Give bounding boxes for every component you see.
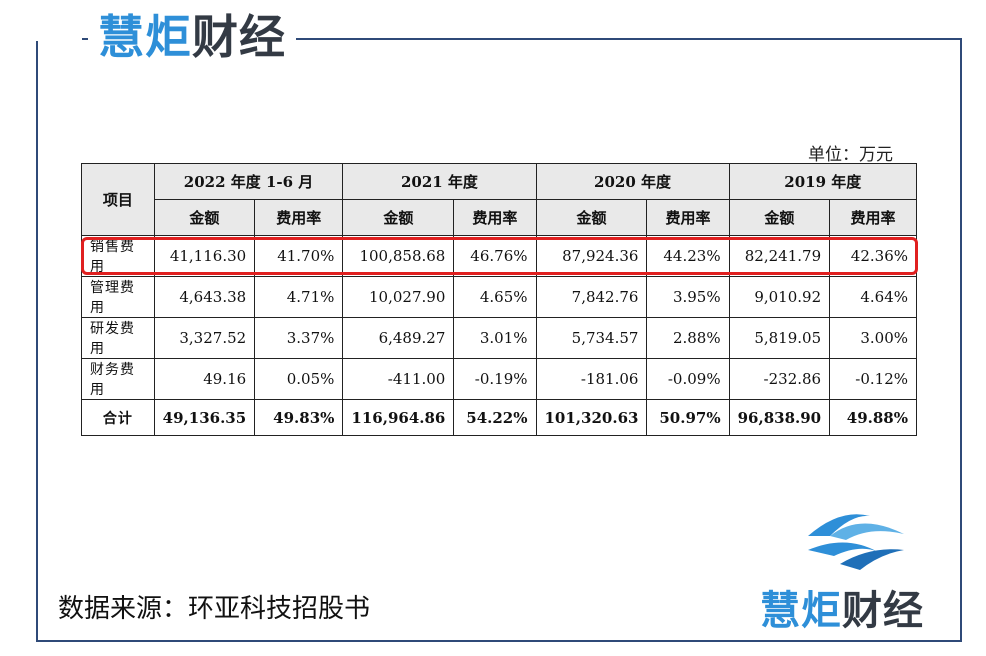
- amount-cell: 82,241.79: [728, 235, 831, 277]
- brand-part2: 财经: [842, 588, 924, 634]
- rate-cell: 3.95%: [646, 276, 730, 318]
- amount-cell: 10,027.90: [342, 276, 455, 318]
- table-row: 管理费用 4,643.38 4.71% 10,027.90 4.65% 7,842.76 3…: [81, 276, 917, 318]
- amount-cell: -411.00: [342, 358, 455, 400]
- rate-cell: 49.83%: [254, 399, 344, 436]
- table-row: 销售费用 41,116.30 41.70% 100,858.68 46.76% 87,92…: [81, 235, 917, 277]
- header-amount: 金额: [728, 199, 831, 236]
- rate-cell: 42.36%: [829, 235, 917, 277]
- row-label: 财务费用: [81, 358, 155, 400]
- data-source: 数据来源：环亚科技招股书: [58, 594, 371, 624]
- unit-label: 单位：万元: [808, 145, 893, 165]
- rate-cell: 0.05%: [254, 358, 344, 400]
- rate-cell: -0.19%: [453, 358, 537, 400]
- row-label: 销售费用: [81, 235, 155, 277]
- table-row: 财务费用 49.16 0.05% -411.00 -0.19% -181.06 -0.09%…: [81, 358, 917, 400]
- table-row-total: 合计 49,136.35 49.83% 116,964.86 54.22% 101,320…: [81, 399, 917, 436]
- header-amount: 金额: [153, 199, 256, 236]
- amount-cell: 96,838.90: [728, 399, 831, 436]
- brand-part2: 财经: [192, 10, 286, 64]
- brand-logo-bottom: 慧炬财经: [760, 578, 924, 636]
- header-amount: 金额: [535, 199, 648, 236]
- amount-cell: 9,010.92: [728, 276, 831, 318]
- rate-cell: 2.88%: [646, 317, 730, 359]
- row-label: 研发费用: [81, 317, 155, 359]
- rate-cell: 4.64%: [829, 276, 917, 318]
- rate-cell: 46.76%: [453, 235, 537, 277]
- rate-cell: 41.70%: [254, 235, 344, 277]
- amount-cell: 7,842.76: [535, 276, 648, 318]
- amount-cell: -181.06: [535, 358, 648, 400]
- header-amount: 金额: [342, 199, 455, 236]
- header-rate: 费用率: [254, 199, 344, 236]
- table-row: 研发费用 3,327.52 3.37% 6,489.27 3.01% 5,734.57 2.…: [81, 317, 917, 359]
- header-rate: 费用率: [646, 199, 730, 236]
- rate-cell: 3.37%: [254, 317, 344, 359]
- header-rate: 费用率: [453, 199, 537, 236]
- amount-cell: 101,320.63: [535, 399, 648, 436]
- amount-cell: 49.16: [153, 358, 256, 400]
- rate-cell: -0.12%: [829, 358, 917, 400]
- table-body: 销售费用 41,116.30 41.70% 100,858.68 46.76% 87,92…: [81, 235, 917, 436]
- amount-cell: 6,489.27: [342, 317, 455, 359]
- amount-cell: 5,819.05: [728, 317, 831, 359]
- amount-cell: 116,964.86: [342, 399, 455, 436]
- frame-gap: [34, 37, 82, 41]
- header-item: 项目: [81, 163, 155, 236]
- brand-part1: 慧炬: [760, 588, 842, 634]
- rate-cell: 49.88%: [829, 399, 917, 436]
- rate-cell: 54.22%: [453, 399, 537, 436]
- rate-cell: 4.65%: [453, 276, 537, 318]
- header-period: 2019 年度: [728, 163, 918, 200]
- amount-cell: 3,327.52: [153, 317, 256, 359]
- row-label: 合计: [81, 399, 155, 436]
- header-period: 2021 年度: [342, 163, 537, 200]
- amount-cell: 5,734.57: [535, 317, 648, 359]
- header-period: 2022 年度 1-6 月: [153, 163, 344, 200]
- rate-cell: -0.09%: [646, 358, 730, 400]
- rate-cell: 3.00%: [829, 317, 917, 359]
- rate-cell: 50.97%: [646, 399, 730, 436]
- page-frame: [36, 38, 962, 642]
- header-rate: 费用率: [829, 199, 917, 236]
- amount-cell: 100,858.68: [342, 235, 455, 277]
- rate-cell: 44.23%: [646, 235, 730, 277]
- brand-logo-top: 慧炬财经: [88, 8, 296, 66]
- amount-cell: -232.86: [728, 358, 831, 400]
- amount-cell: 49,136.35: [153, 399, 256, 436]
- amount-cell: 41,116.30: [153, 235, 256, 277]
- brand-part1: 慧炬: [98, 10, 192, 64]
- header-period: 2020 年度: [535, 163, 730, 200]
- amount-cell: 4,643.38: [153, 276, 256, 318]
- rate-cell: 3.01%: [453, 317, 537, 359]
- expense-table: 项目 2022 年度 1-6 月 2021 年度 2020 年度 2019 年度…: [81, 163, 918, 436]
- row-label: 管理费用: [81, 276, 155, 318]
- rate-cell: 4.71%: [254, 276, 344, 318]
- amount-cell: 87,924.36: [535, 235, 648, 277]
- brand-wave-icon: [808, 514, 904, 570]
